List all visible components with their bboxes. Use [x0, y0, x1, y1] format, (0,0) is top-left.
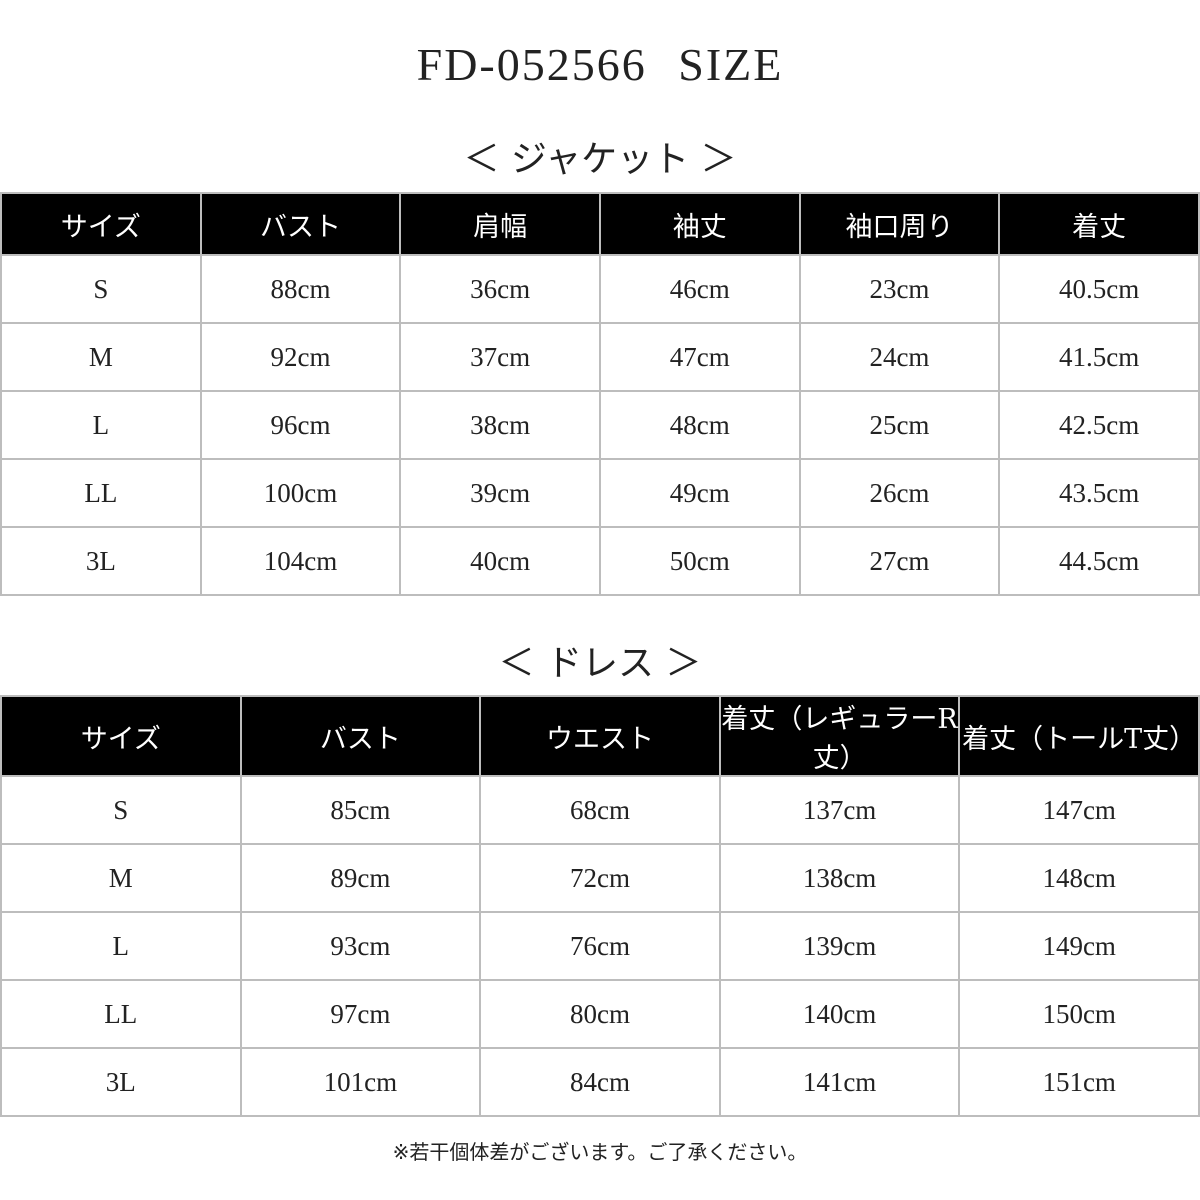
footnote: ※若干個体差がございます。ご了承ください。: [392, 1140, 808, 1164]
measurement-cell: 151cm: [958, 1047, 1200, 1117]
measurement-cell: 137cm: [718, 775, 961, 845]
table-row: M 92cm 37cm 47cm 24cm 41.5cm: [0, 322, 1200, 392]
header-row: サイズ バスト ウエスト 着丈（レギュラーR丈） 着丈（トールT丈）: [0, 695, 1200, 777]
measurement-cell: 48cm: [598, 390, 801, 460]
measurement-cell: 139cm: [718, 911, 961, 981]
table-row: L 93cm 76cm 139cm 149cm: [0, 911, 1200, 981]
table-row: LL 100cm 39cm 49cm 26cm 43.5cm: [0, 458, 1200, 528]
measurement-cell: 27cm: [798, 526, 1001, 596]
table-row: 3L 104cm 40cm 50cm 27cm 44.5cm: [0, 526, 1200, 596]
measurement-cell: 44.5cm: [998, 526, 1200, 596]
measurement-cell: 88cm: [199, 254, 402, 324]
measurement-cell: 36cm: [399, 254, 601, 324]
size-cell: LL: [0, 979, 242, 1049]
table-row: S 85cm 68cm 137cm 147cm: [0, 775, 1200, 845]
measurement-cell: 147cm: [958, 775, 1200, 845]
column-header: 袖丈: [598, 192, 801, 256]
measurement-cell: 104cm: [199, 526, 402, 596]
measurement-cell: 50cm: [598, 526, 801, 596]
size-cell: M: [0, 322, 202, 392]
measurement-cell: 148cm: [958, 843, 1200, 913]
measurement-cell: 72cm: [479, 843, 721, 913]
dress-heading: ＜ ドレス ＞: [498, 643, 702, 684]
column-header: サイズ: [0, 695, 242, 777]
measurement-cell: 41.5cm: [998, 322, 1200, 392]
measurement-cell: 101cm: [239, 1047, 482, 1117]
measurement-cell: 84cm: [479, 1047, 721, 1117]
measurement-cell: 140cm: [718, 979, 961, 1049]
measurement-cell: 68cm: [479, 775, 721, 845]
measurement-cell: 42.5cm: [998, 390, 1200, 460]
size-cell: 3L: [0, 1047, 242, 1117]
measurement-cell: 49cm: [598, 458, 801, 528]
column-header: 着丈（トールT丈）: [958, 695, 1200, 777]
size-cell: 3L: [0, 526, 202, 596]
measurement-cell: 141cm: [718, 1047, 961, 1117]
measurement-cell: 38cm: [399, 390, 601, 460]
table-row: M 89cm 72cm 138cm 148cm: [0, 843, 1200, 913]
measurement-cell: 37cm: [399, 322, 601, 392]
measurement-cell: 150cm: [958, 979, 1200, 1049]
column-header: 肩幅: [399, 192, 601, 256]
measurement-cell: 24cm: [798, 322, 1001, 392]
measurement-cell: 93cm: [239, 911, 482, 981]
column-header: 着丈: [998, 192, 1200, 256]
column-header: バスト: [239, 695, 482, 777]
measurement-cell: 92cm: [199, 322, 402, 392]
measurement-cell: 39cm: [399, 458, 601, 528]
table-row: L 96cm 38cm 48cm 25cm 42.5cm: [0, 390, 1200, 460]
size-cell: S: [0, 775, 242, 845]
measurement-cell: 80cm: [479, 979, 721, 1049]
measurement-cell: 40.5cm: [998, 254, 1200, 324]
measurement-cell: 26cm: [798, 458, 1001, 528]
page-title: FD-052566 SIZE: [416, 39, 784, 90]
column-header: ウエスト: [479, 695, 721, 777]
column-header: 袖口周り: [798, 192, 1001, 256]
size-cell: L: [0, 390, 202, 460]
measurement-cell: 149cm: [958, 911, 1200, 981]
table-row: LL 97cm 80cm 140cm 150cm: [0, 979, 1200, 1049]
column-header: サイズ: [0, 192, 202, 256]
measurement-cell: 43.5cm: [998, 458, 1200, 528]
size-cell: M: [0, 843, 242, 913]
size-cell: L: [0, 911, 242, 981]
jacket-heading: ＜ ジャケット ＞: [463, 139, 737, 180]
measurement-cell: 96cm: [199, 390, 402, 460]
jacket-size-table: サイズ バスト 肩幅 袖丈 袖口周り 着丈 S 88cm 36cm 46cm 23cm 40.5cm M…: [0, 192, 1200, 596]
header-row: サイズ バスト 肩幅 袖丈 袖口周り 着丈: [0, 192, 1200, 256]
measurement-cell: 76cm: [479, 911, 721, 981]
measurement-cell: 47cm: [598, 322, 801, 392]
measurement-cell: 40cm: [399, 526, 601, 596]
measurement-cell: 89cm: [239, 843, 482, 913]
measurement-cell: 46cm: [598, 254, 801, 324]
column-header: 着丈（レギュラーR丈）: [718, 695, 961, 777]
measurement-cell: 138cm: [718, 843, 961, 913]
column-header: バスト: [199, 192, 402, 256]
measurement-cell: 100cm: [199, 458, 402, 528]
size-cell: S: [0, 254, 202, 324]
dress-size-table: サイズ バスト ウエスト 着丈（レギュラーR丈） 着丈（トールT丈） S 85cm 68cm 1…: [0, 695, 1200, 1117]
measurement-cell: 23cm: [798, 254, 1001, 324]
measurement-cell: 97cm: [239, 979, 482, 1049]
table-row: S 88cm 36cm 46cm 23cm 40.5cm: [0, 254, 1200, 324]
table-row: 3L 101cm 84cm 141cm 151cm: [0, 1047, 1200, 1117]
measurement-cell: 85cm: [239, 775, 482, 845]
size-cell: LL: [0, 458, 202, 528]
measurement-cell: 25cm: [798, 390, 1001, 460]
